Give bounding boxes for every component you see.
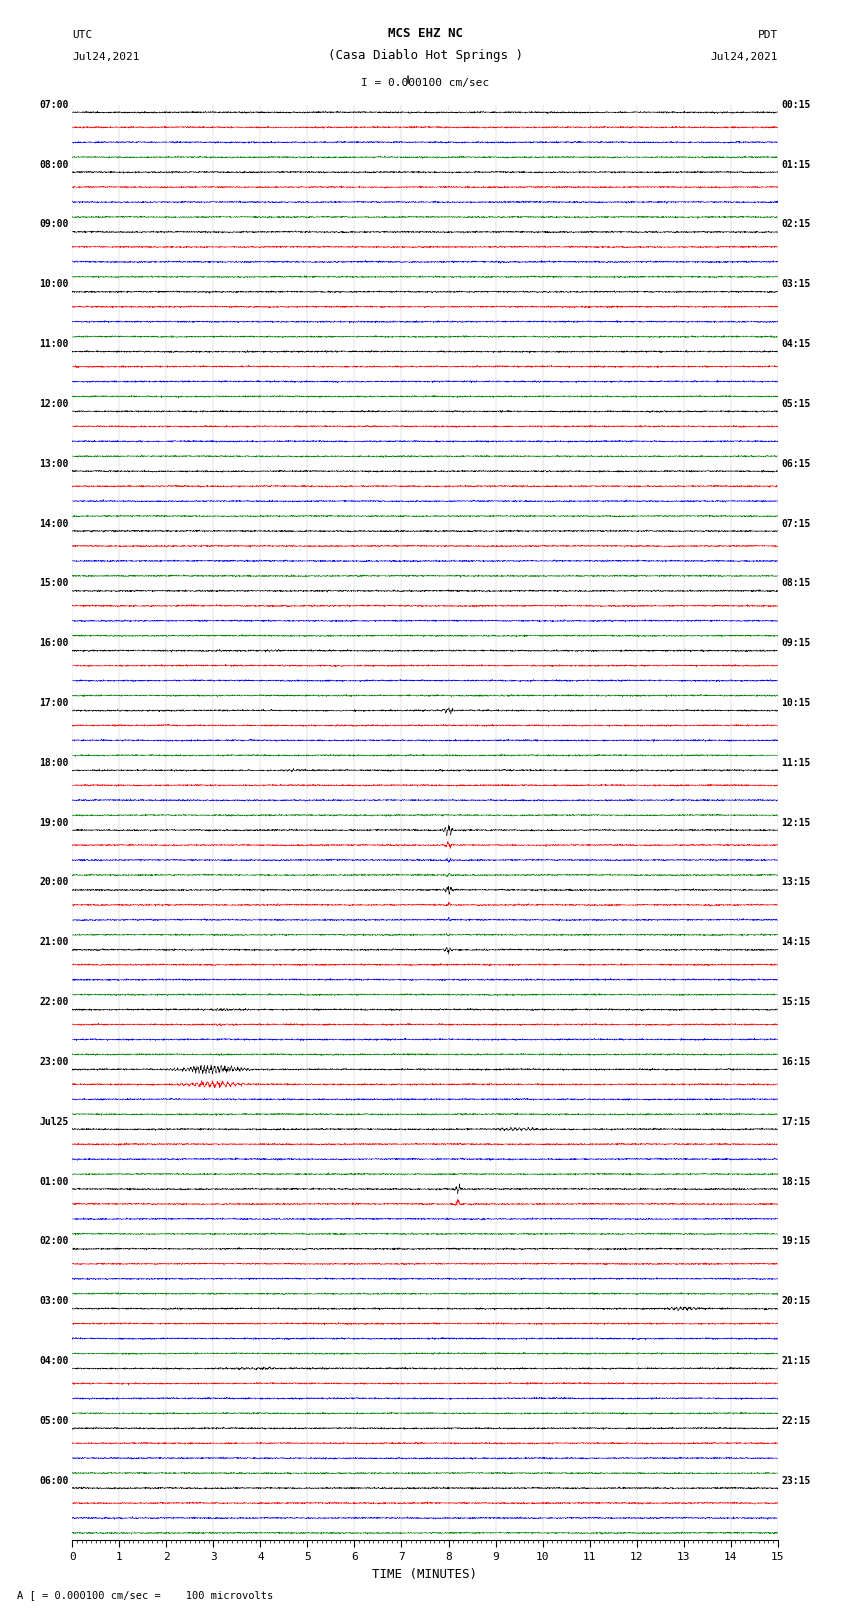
Text: 17:00: 17:00 — [39, 698, 69, 708]
Text: 23:00: 23:00 — [39, 1057, 69, 1066]
Text: 12:00: 12:00 — [39, 398, 69, 410]
Text: 16:15: 16:15 — [781, 1057, 811, 1066]
Text: 22:15: 22:15 — [781, 1416, 811, 1426]
Text: 06:00: 06:00 — [39, 1476, 69, 1486]
Text: 03:15: 03:15 — [781, 279, 811, 289]
Text: Jul24,2021: Jul24,2021 — [711, 52, 778, 61]
Text: 20:15: 20:15 — [781, 1297, 811, 1307]
Text: 14:00: 14:00 — [39, 518, 69, 529]
Text: 13:15: 13:15 — [781, 877, 811, 887]
Text: 20:00: 20:00 — [39, 877, 69, 887]
Text: 09:15: 09:15 — [781, 639, 811, 648]
Text: A [ = 0.000100 cm/sec =    100 microvolts: A [ = 0.000100 cm/sec = 100 microvolts — [17, 1590, 273, 1600]
Text: 04:00: 04:00 — [39, 1357, 69, 1366]
Text: 18:15: 18:15 — [781, 1176, 811, 1187]
Text: MCS EHZ NC: MCS EHZ NC — [388, 27, 462, 40]
Text: 13:00: 13:00 — [39, 458, 69, 469]
Text: 10:15: 10:15 — [781, 698, 811, 708]
Text: UTC: UTC — [72, 31, 93, 40]
Text: 12:15: 12:15 — [781, 818, 811, 827]
Text: I = 0.000100 cm/sec: I = 0.000100 cm/sec — [361, 77, 489, 87]
Text: 18:00: 18:00 — [39, 758, 69, 768]
Text: 06:15: 06:15 — [781, 458, 811, 469]
Text: 11:15: 11:15 — [781, 758, 811, 768]
Text: 09:00: 09:00 — [39, 219, 69, 229]
Text: (Casa Diablo Hot Springs ): (Casa Diablo Hot Springs ) — [327, 48, 523, 61]
Text: 08:15: 08:15 — [781, 579, 811, 589]
Text: 00:15: 00:15 — [781, 100, 811, 110]
Text: 08:00: 08:00 — [39, 160, 69, 169]
Text: 02:15: 02:15 — [781, 219, 811, 229]
Text: 03:00: 03:00 — [39, 1297, 69, 1307]
Text: 05:00: 05:00 — [39, 1416, 69, 1426]
Text: 19:00: 19:00 — [39, 818, 69, 827]
Text: 23:15: 23:15 — [781, 1476, 811, 1486]
Text: 22:00: 22:00 — [39, 997, 69, 1007]
Text: 04:15: 04:15 — [781, 339, 811, 348]
Text: 10:00: 10:00 — [39, 279, 69, 289]
Text: Jul25: Jul25 — [39, 1116, 69, 1127]
Text: 01:15: 01:15 — [781, 160, 811, 169]
Text: 07:15: 07:15 — [781, 518, 811, 529]
Text: 01:00: 01:00 — [39, 1176, 69, 1187]
Text: PDT: PDT — [757, 31, 778, 40]
Text: 15:15: 15:15 — [781, 997, 811, 1007]
Text: 07:00: 07:00 — [39, 100, 69, 110]
Text: 16:00: 16:00 — [39, 639, 69, 648]
Text: 05:15: 05:15 — [781, 398, 811, 410]
X-axis label: TIME (MINUTES): TIME (MINUTES) — [372, 1568, 478, 1581]
Text: 14:15: 14:15 — [781, 937, 811, 947]
Text: Jul24,2021: Jul24,2021 — [72, 52, 139, 61]
Text: 19:15: 19:15 — [781, 1236, 811, 1247]
Text: 11:00: 11:00 — [39, 339, 69, 348]
Text: 17:15: 17:15 — [781, 1116, 811, 1127]
Text: 15:00: 15:00 — [39, 579, 69, 589]
Text: 21:15: 21:15 — [781, 1357, 811, 1366]
Text: 02:00: 02:00 — [39, 1236, 69, 1247]
Text: 21:00: 21:00 — [39, 937, 69, 947]
